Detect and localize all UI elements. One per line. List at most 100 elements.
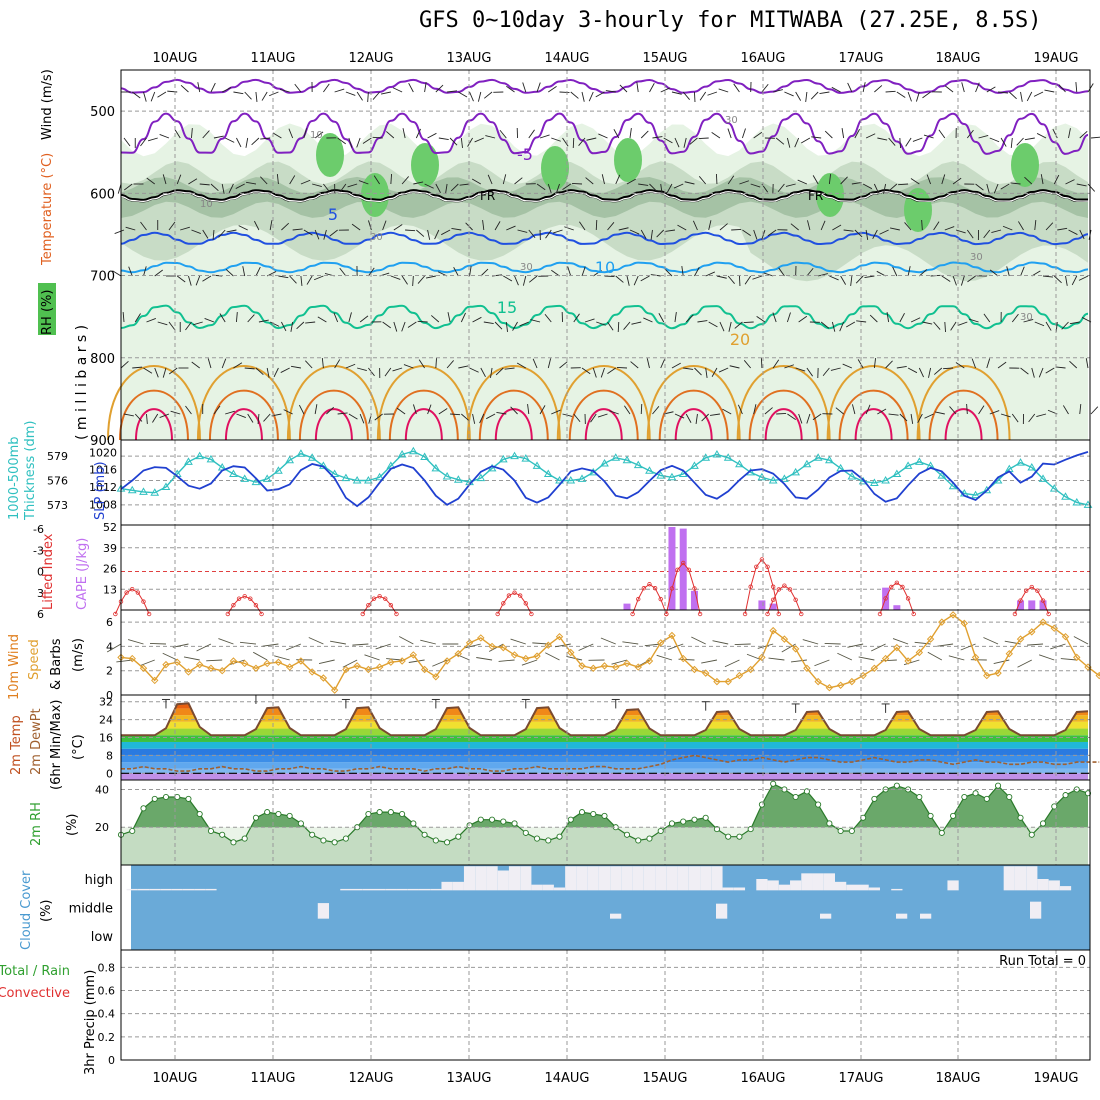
- isotherm-20: [466, 365, 561, 441]
- cloud-high-cell: [452, 881, 464, 891]
- lifted-index-point: [141, 599, 146, 604]
- wind-barb: [244, 367, 255, 370]
- wind-speed-point: [218, 667, 226, 675]
- wind-speed-point: [420, 665, 429, 674]
- isotherm-20: [106, 365, 201, 441]
- wind-barb: [345, 91, 356, 96]
- wind-barb: [226, 229, 237, 233]
- wind-barb-10m: [983, 637, 999, 645]
- wind-barb: [839, 321, 845, 332]
- wind-barb: [784, 364, 795, 369]
- lifted-index-point: [658, 596, 663, 602]
- lifted-index-point: [1018, 598, 1023, 603]
- wind-barb: [225, 137, 235, 143]
- wind-barb: [154, 269, 163, 277]
- lifted-index-point: [889, 584, 894, 590]
- wind-barb: [640, 229, 647, 239]
- isotherm-30: [224, 408, 263, 441]
- wind-barb: [1062, 405, 1069, 415]
- wind-speed-point: [600, 662, 609, 670]
- wind-barb: [1078, 275, 1089, 281]
- pressure-tick-label: 700: [90, 270, 115, 285]
- cloud-high-cell: [137, 888, 150, 891]
- wind-speed-point: [1061, 633, 1070, 641]
- wind-barb: [618, 227, 629, 231]
- wind-barb: [572, 137, 575, 149]
- wind-barb: [233, 91, 244, 95]
- wind-barb: [986, 86, 996, 93]
- rh-2m-point: [477, 816, 484, 823]
- rh-2m-point: [927, 812, 934, 819]
- rh-2m-point: [421, 831, 428, 838]
- rh-2m-point: [545, 837, 552, 844]
- thickness-point: [408, 446, 418, 455]
- wind-barb: [485, 135, 496, 139]
- wind-barb: [516, 362, 527, 369]
- wind-barb: [694, 91, 696, 103]
- rh-2m-point: [387, 809, 394, 816]
- wind-barb: [321, 358, 324, 369]
- rh-2m-point: [994, 782, 1002, 789]
- wind-barb: [1034, 220, 1037, 231]
- wind-barb: [708, 321, 718, 328]
- wind-barb-10m: [578, 643, 594, 651]
- wind-barb: [865, 229, 869, 240]
- wind-barb: [633, 275, 639, 286]
- lifted-index-point: [686, 567, 692, 573]
- wind-speed-point: [701, 669, 710, 677]
- wind-barb: [323, 229, 327, 240]
- wind-barb: [966, 129, 974, 139]
- wind-barb: [874, 85, 883, 93]
- wind-barb: [435, 84, 444, 93]
- wind-barb: [562, 137, 569, 147]
- wind-barb: [334, 359, 341, 369]
- wind-barb: [458, 91, 468, 98]
- temp-band: [121, 741, 1088, 749]
- cloud-high-cell: [801, 873, 813, 891]
- wind-barb-10m: [1050, 643, 1066, 650]
- wind-barb: [822, 367, 830, 377]
- wind-barb-10m: [927, 651, 943, 661]
- wind-barb: [551, 269, 560, 277]
- lifted-index-point: [1023, 588, 1029, 593]
- wind-barb: [494, 321, 503, 330]
- wind-barb: [652, 136, 663, 139]
- wind-speed-point: [128, 654, 136, 663]
- wind-barb: [472, 413, 476, 424]
- rh-saturated-blob: [316, 133, 344, 177]
- wind-barb: [147, 137, 158, 142]
- wind-barb: [812, 175, 819, 185]
- wind-barb-10m: [858, 656, 875, 661]
- wind-barb: [1036, 133, 1047, 139]
- wind-barb: [482, 220, 485, 231]
- wind-barb: [303, 128, 307, 139]
- lifted-index-point: [130, 587, 135, 592]
- rh-contour-label: 30: [370, 232, 383, 243]
- lifted-index-line: [1014, 586, 1050, 615]
- wind-barb: [469, 91, 474, 102]
- cloud-high-label: high: [85, 873, 113, 888]
- wind-barb: [504, 367, 515, 370]
- wind-barb: [626, 178, 636, 185]
- wind-barb: [629, 229, 640, 235]
- wind-barb: [185, 321, 192, 331]
- wind-barb: [698, 176, 707, 185]
- wind-speed-point: [657, 639, 665, 647]
- wind-barb: [143, 266, 147, 277]
- wind-barb: [204, 317, 215, 323]
- rh-contour-label: 30: [725, 115, 738, 126]
- thickness-tick: 579: [47, 450, 68, 463]
- wind-barb: [883, 183, 887, 194]
- wind-barb: [694, 367, 702, 376]
- wind-barb: [856, 320, 867, 323]
- wind-barb: [966, 403, 968, 415]
- thickness-point: [184, 457, 193, 465]
- wind-barb: [798, 413, 803, 424]
- wind-barb-10m: [1027, 643, 1044, 646]
- wind-barb: [416, 229, 425, 237]
- wind-barb: [899, 413, 908, 422]
- wind-barb: [865, 133, 876, 139]
- wind-barb: [674, 312, 677, 323]
- cloud-high-cell: [430, 888, 442, 891]
- wind-barb: [362, 137, 372, 144]
